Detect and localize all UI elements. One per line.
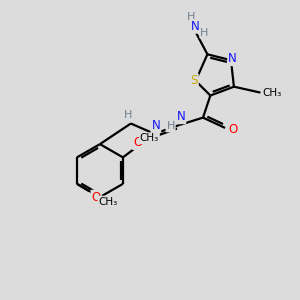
Text: CH₃: CH₃ <box>140 133 159 143</box>
Text: N: N <box>228 52 237 65</box>
Text: H: H <box>200 28 209 38</box>
Text: O: O <box>92 190 101 204</box>
Text: H: H <box>186 13 195 22</box>
Text: N: N <box>191 20 200 33</box>
Text: CH₃: CH₃ <box>262 88 281 98</box>
Text: CH₃: CH₃ <box>98 196 118 206</box>
Text: N: N <box>152 119 160 132</box>
Text: O: O <box>133 136 142 149</box>
Text: H: H <box>124 110 132 120</box>
Text: S: S <box>190 74 198 87</box>
Text: N: N <box>176 110 185 123</box>
Text: O: O <box>229 123 238 136</box>
Text: H: H <box>167 122 175 131</box>
